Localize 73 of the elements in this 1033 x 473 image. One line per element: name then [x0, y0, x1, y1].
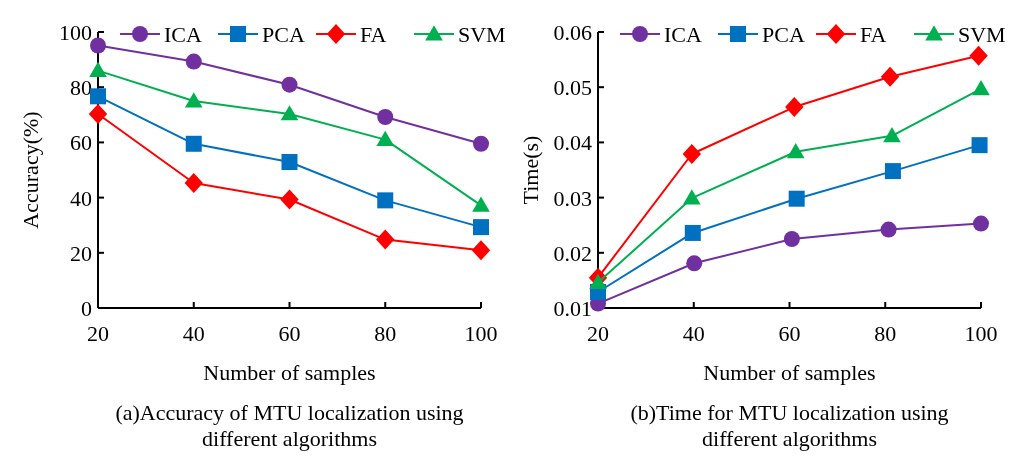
x-axis-title: Number of samples — [203, 360, 376, 385]
point — [589, 273, 607, 290]
point — [684, 224, 701, 241]
point — [184, 172, 203, 193]
legend-label: ICA — [164, 22, 202, 47]
y-tick-label: 80 — [70, 75, 92, 101]
x-tick-label: 80 — [374, 321, 397, 346]
point — [473, 219, 489, 236]
point — [185, 53, 202, 70]
y-tick-label: 0.03 — [553, 185, 592, 211]
point — [280, 105, 299, 121]
y-tick-label: 0.05 — [553, 75, 592, 101]
y-tick-label: 0 — [81, 296, 92, 321]
x-tick-label: 100 — [964, 321, 998, 346]
point — [281, 154, 298, 170]
point — [883, 126, 901, 143]
y-tick-label: 0.01 — [553, 296, 592, 321]
point — [969, 45, 988, 66]
text: (a)Accuracy of MTU localization using different algorithms — [115, 400, 464, 451]
point — [185, 135, 202, 152]
point — [880, 66, 900, 87]
x-tick-label: 60 — [778, 321, 801, 346]
x-tick-label: 60 — [278, 321, 301, 346]
point — [90, 88, 106, 105]
y-axis-title: Time(s) — [518, 135, 543, 205]
point — [471, 240, 491, 261]
legend-label: PCA — [262, 22, 305, 47]
point — [786, 142, 805, 159]
y-tick-label: 60 — [70, 130, 92, 156]
point — [184, 92, 203, 108]
point — [89, 61, 107, 78]
y-tick-label: 20 — [70, 240, 92, 266]
point — [788, 190, 805, 207]
y-tick-label: 40 — [70, 185, 92, 211]
point — [281, 76, 298, 93]
x-tick-label: 80 — [874, 321, 897, 346]
point — [472, 196, 490, 212]
point — [884, 163, 901, 180]
point — [90, 37, 106, 54]
legend-label: SVM — [958, 22, 1006, 47]
point — [686, 255, 703, 272]
legend-label: ICA — [664, 22, 702, 47]
point — [376, 130, 395, 147]
point — [377, 192, 394, 209]
legend-label: SVM — [458, 22, 506, 47]
point — [880, 221, 897, 238]
x-tick-label: 40 — [182, 321, 205, 346]
point — [473, 135, 489, 152]
point — [785, 97, 804, 118]
point — [376, 229, 395, 250]
y-tick-label: 0.02 — [553, 240, 592, 266]
y-tick-label: 0.06 — [553, 20, 592, 45]
point — [682, 143, 702, 164]
point — [783, 231, 800, 247]
x-tick-label: 40 — [682, 321, 705, 346]
x-tick-label: 100 — [464, 321, 498, 346]
x-tick-label: 20 — [87, 321, 109, 346]
text: (b)Time for MTU localization using different algorithms — [630, 400, 949, 451]
point — [377, 109, 394, 125]
legend-label: FA — [360, 22, 387, 47]
point — [971, 137, 988, 154]
point — [280, 189, 299, 210]
y-tick-label: 100 — [59, 20, 92, 45]
x-axis-title: Number of samples — [703, 360, 876, 385]
point — [972, 80, 990, 96]
point — [683, 189, 701, 205]
point — [973, 215, 989, 232]
legend-label: FA — [860, 22, 887, 47]
y-tick-label: 0.04 — [553, 130, 592, 156]
point — [88, 103, 108, 124]
x-tick-label: 20 — [587, 321, 609, 346]
legend-label: PCA — [762, 22, 805, 47]
y-axis-title: Accuracy(%) — [18, 111, 43, 229]
